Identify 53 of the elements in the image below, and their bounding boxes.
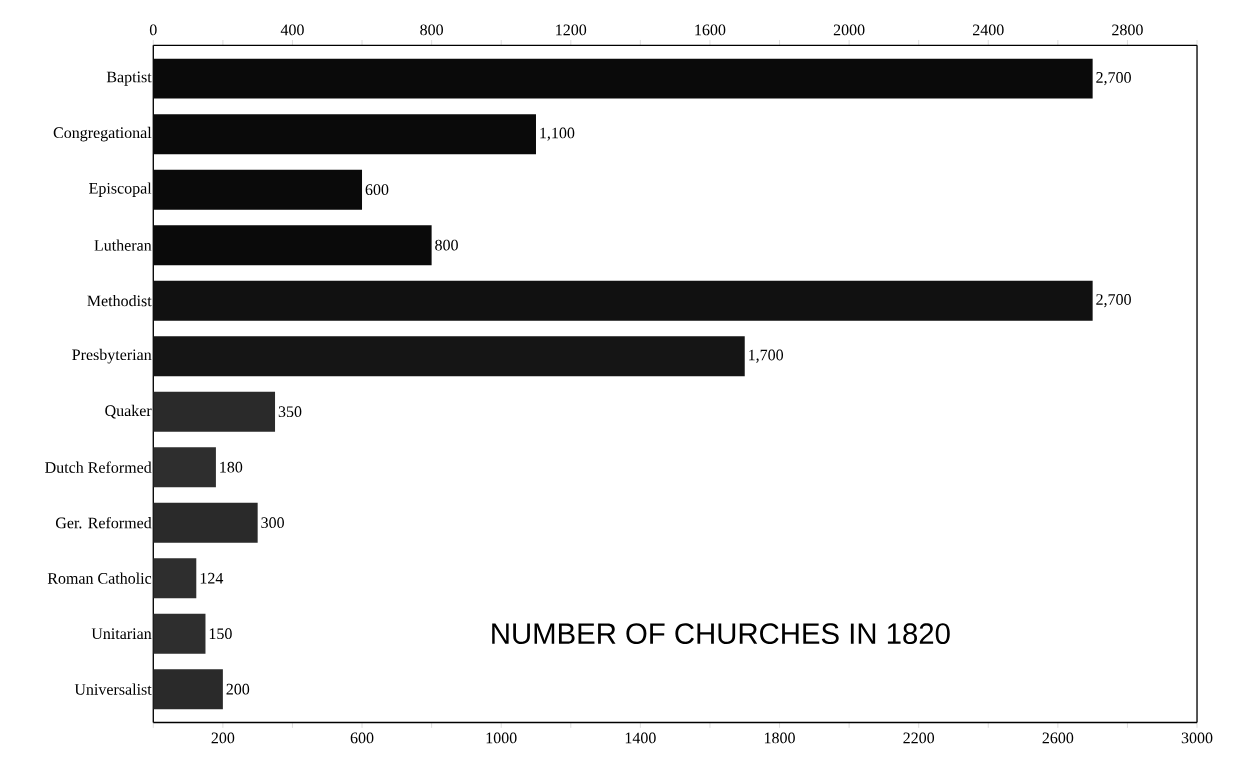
y-tick-label: Baptist xyxy=(106,71,152,86)
x-tick-label: 1000 xyxy=(486,732,517,744)
data-label: 1,700 xyxy=(749,349,784,363)
x2-tick-label: 2000 xyxy=(833,24,865,36)
x2-tick-label: 2800 xyxy=(1112,24,1143,36)
x2-tick-label: 2400 xyxy=(972,24,1004,36)
x-tick-label: 3000 xyxy=(1181,732,1213,744)
data-label: 150 xyxy=(209,628,232,640)
y-tick-label: Lutheran xyxy=(94,239,152,251)
y-tick-label: Methodist xyxy=(87,295,152,307)
bar xyxy=(153,502,258,543)
y-tick-label: Universalist xyxy=(74,683,152,695)
bar xyxy=(153,58,1093,99)
y-tick-label: Ger. Reformed xyxy=(55,517,152,529)
x2-tick-label: 1200 xyxy=(556,24,587,36)
bar xyxy=(153,169,363,210)
data-label: 350 xyxy=(278,406,302,418)
x-tick-label: 200 xyxy=(211,732,235,744)
x2-tick-label: 0 xyxy=(149,24,157,36)
y-tick-label: Roman Catholic xyxy=(47,572,152,584)
y-tick-label: Unitarian xyxy=(91,628,152,640)
data-label: 2,700 xyxy=(1096,72,1131,86)
bar xyxy=(153,669,223,710)
x2-tick-label: 1600 xyxy=(695,24,726,36)
x-tick-label: 1800 xyxy=(764,732,795,744)
data-label: 200 xyxy=(226,683,250,695)
y-tick-label: Presbyterian xyxy=(72,348,152,364)
y-tick-label: Episcopal xyxy=(89,182,152,197)
data-label: 1,100 xyxy=(540,127,575,141)
x-tick-label: 1400 xyxy=(625,732,656,744)
bar xyxy=(153,336,745,377)
bar xyxy=(153,114,536,155)
x-tick-label: 2600 xyxy=(1042,732,1074,744)
bar xyxy=(153,558,197,599)
x2-tick-label: 800 xyxy=(420,24,443,36)
text: NUMBER OF CHURCHES IN 1820 xyxy=(492,623,950,645)
bar xyxy=(153,447,216,488)
y-tick-label: Dutch Reformed xyxy=(45,461,152,473)
x-tick-label: 600 xyxy=(350,732,374,744)
data-label: 300 xyxy=(261,517,284,529)
data-label: 180 xyxy=(220,461,243,473)
bar xyxy=(153,613,206,654)
data-label: 2,700 xyxy=(1096,294,1131,308)
data-label: 800 xyxy=(435,239,458,251)
data-label: 600 xyxy=(365,184,389,196)
x-tick-label: 2200 xyxy=(903,732,935,744)
bar xyxy=(153,280,1093,321)
y-tick-label: Quaker xyxy=(105,404,152,419)
bar xyxy=(153,225,432,266)
bar xyxy=(153,391,276,432)
data-label: 124 xyxy=(200,572,224,584)
y-tick-label: Congregational xyxy=(53,126,152,142)
x2-tick-label: 400 xyxy=(280,24,304,36)
